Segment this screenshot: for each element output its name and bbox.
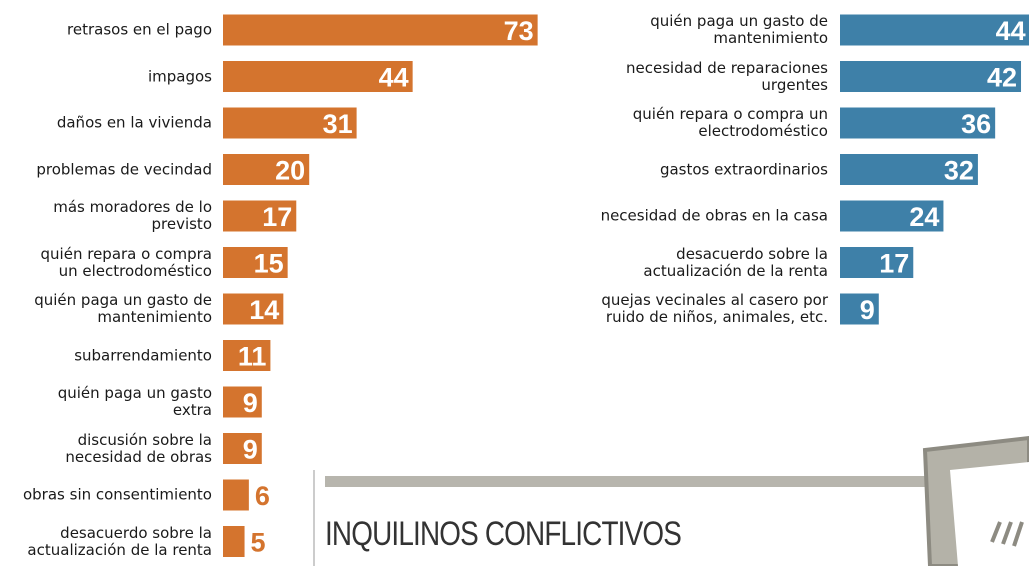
bar	[840, 107, 996, 139]
category-label: quién paga un gasto extra	[57, 384, 212, 419]
bar	[223, 247, 288, 278]
value-label: 44	[379, 63, 409, 93]
bar	[840, 14, 1029, 46]
bar	[840, 61, 1022, 92]
value-label: 17	[879, 249, 909, 279]
category-label: más moradores de lo previsto	[53, 198, 212, 233]
value-label: 6	[255, 481, 270, 511]
value-label: 9	[860, 295, 875, 325]
category-label: necesidad de reparaciones urgentes	[626, 58, 828, 94]
category-label: daños en la vivienda	[56, 113, 212, 132]
category-label: quién repara o compra un electrodoméstic…	[40, 244, 212, 280]
value-label: 5	[251, 528, 266, 558]
bar	[223, 107, 357, 139]
bar	[223, 526, 245, 557]
value-label: 73	[504, 16, 534, 46]
title: INQUILINOS CONFLICTIVOS	[325, 515, 682, 553]
value-label: 36	[961, 109, 991, 139]
category-label: quién paga un gasto de mantenimiento	[650, 12, 828, 47]
category-label: desacuerdo sobre la actualización de la …	[27, 523, 212, 559]
category-label: desacuerdo sobre la actualización de la …	[643, 244, 828, 280]
title-rule	[325, 476, 925, 487]
value-label: 15	[254, 249, 284, 279]
bar	[223, 154, 310, 185]
value-label: 32	[944, 156, 974, 186]
bar	[223, 200, 297, 232]
bar	[840, 200, 944, 232]
bar	[223, 61, 413, 92]
bar	[223, 14, 538, 46]
value-label: 9	[243, 435, 258, 465]
category-label: subarrendamiento	[74, 346, 212, 364]
category-label: impagos	[147, 67, 212, 85]
value-label: 11	[238, 342, 267, 372]
category-label: necesidad de obras en la casa	[600, 206, 828, 225]
bar	[223, 386, 262, 418]
value-label: 17	[262, 202, 292, 232]
category-label: discusión sobre la necesidad de obras	[65, 430, 212, 466]
bar	[840, 293, 879, 325]
bar	[223, 293, 284, 325]
bar	[840, 247, 914, 278]
category-label: quejas vecinales al casero por ruido de …	[601, 291, 828, 326]
value-label: 44	[996, 16, 1026, 46]
value-label: 9	[243, 388, 258, 418]
value-label: 42	[987, 63, 1017, 93]
bar	[223, 433, 262, 464]
value-label: 20	[275, 156, 305, 186]
decoration-icon	[922, 435, 1029, 566]
category-label: problemas de vecindad	[36, 160, 212, 178]
category-label: retrasos en el pago	[67, 20, 212, 39]
bar	[840, 154, 978, 185]
value-label: 14	[249, 295, 279, 325]
category-label: quién paga un gasto de mantenimiento	[34, 291, 212, 326]
category-label: quién repara o compra un electrodoméstic…	[632, 105, 828, 140]
value-label: 24	[909, 202, 939, 232]
category-label: gastos extraordinarios	[659, 160, 828, 178]
bar	[223, 479, 249, 511]
value-label: 31	[323, 109, 353, 139]
category-label: obras sin consentimiento	[22, 485, 212, 504]
bar	[223, 340, 271, 371]
